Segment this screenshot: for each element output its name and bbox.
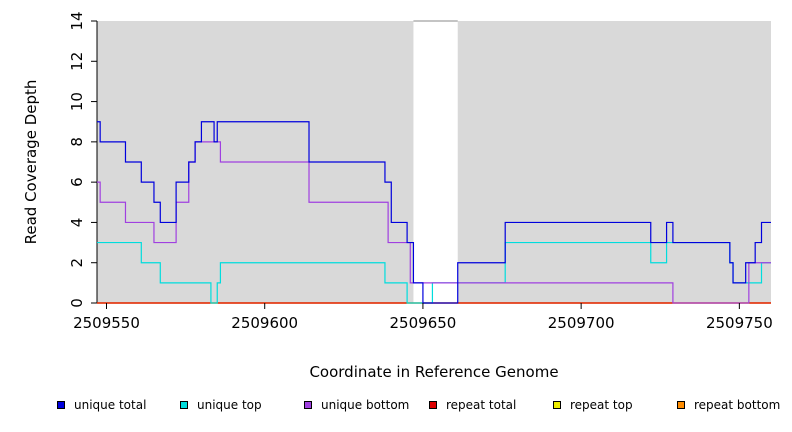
y-tick-label: 2 <box>68 258 86 268</box>
gap-region <box>413 21 458 303</box>
x-tick-label: 2509600 <box>231 314 298 332</box>
legend-label: repeat top <box>570 398 633 412</box>
legend-swatch <box>429 401 437 409</box>
y-tick-label: 6 <box>68 177 86 187</box>
tick-labels: 0 2 4 6 8 10 12 14 2509550 2509600 2509650 2509700 2… <box>68 11 773 332</box>
legend-label: repeat bottom <box>694 398 781 412</box>
legend-swatch <box>57 401 65 409</box>
y-axis-label: Read Coverage Depth <box>22 80 40 245</box>
plot-background <box>97 21 771 303</box>
y-tick-label: 10 <box>68 92 86 111</box>
legend-item-unique-bottom: unique bottom <box>304 398 409 412</box>
x-axis-label: Coordinate in Reference Genome <box>309 363 558 381</box>
legend-label: repeat total <box>446 398 517 412</box>
y-tick-label: 0 <box>68 298 86 308</box>
legend-item-repeat-bottom: repeat bottom <box>677 398 780 412</box>
series-lines <box>97 121 771 304</box>
x-tick-label: 2509750 <box>706 314 773 332</box>
x-tick-label: 2509700 <box>548 314 615 332</box>
legend-swatch <box>180 401 188 409</box>
legend-label: unique top <box>197 398 262 412</box>
y-tick-label: 14 <box>68 11 86 30</box>
legend-swatch <box>553 401 561 409</box>
series-line-unique-total <box>97 121 771 304</box>
legend-swatch <box>304 401 312 409</box>
legend-item-unique-top: unique top <box>180 398 262 412</box>
legend-item-repeat-top: repeat top <box>553 398 633 412</box>
y-tick-label: 12 <box>68 52 86 71</box>
x-tick-label: 2509550 <box>73 314 140 332</box>
legend: unique total unique top unique bottom re… <box>0 398 792 420</box>
x-tick-label: 2509650 <box>390 314 457 332</box>
legend-label: unique bottom <box>321 398 410 412</box>
legend-label: unique total <box>74 398 147 412</box>
legend-item-unique-total: unique total <box>57 398 146 412</box>
y-tick-label: 4 <box>68 218 86 228</box>
y-tick-label: 8 <box>68 137 86 147</box>
legend-swatch <box>677 401 685 409</box>
legend-item-repeat-total: repeat total <box>429 398 516 412</box>
series-line-unique-bottom <box>97 141 771 304</box>
